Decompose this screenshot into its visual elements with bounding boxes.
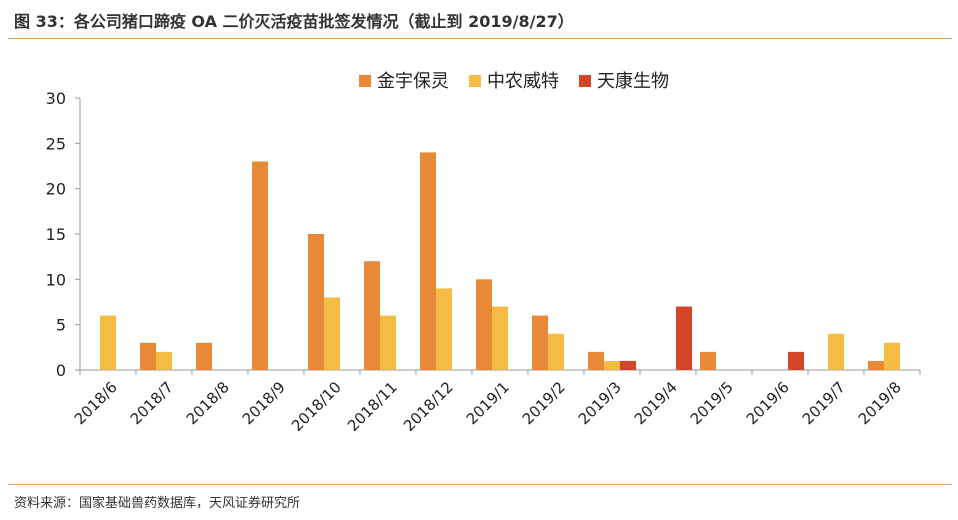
bar <box>364 261 380 370</box>
x-tick-label: 2018/9 <box>239 378 289 428</box>
y-tick-label: 30 <box>46 89 66 108</box>
x-tick-label: 2019/3 <box>575 378 625 428</box>
bar <box>380 315 396 370</box>
bar <box>100 315 116 370</box>
bar <box>140 342 156 370</box>
bar <box>868 360 884 370</box>
legend-label: 中农威特 <box>487 71 559 92</box>
y-tick-label: 25 <box>46 134 66 153</box>
bar <box>476 279 492 370</box>
y-axis: 0 5 10 15 20 25 30 <box>46 89 81 380</box>
x-tick-label: 2019/7 <box>799 378 849 428</box>
x-tick-label: 2018/6 <box>71 378 121 428</box>
bar <box>196 342 212 370</box>
bars <box>100 152 900 370</box>
bar <box>324 297 340 370</box>
y-tick-label: 0 <box>56 361 66 380</box>
bar <box>620 360 636 370</box>
bar <box>588 351 604 370</box>
bar <box>492 306 508 370</box>
x-tick-label: 2019/4 <box>631 378 681 428</box>
bar <box>252 161 268 370</box>
x-tick-label: 2019/1 <box>463 378 513 428</box>
bar <box>676 306 692 370</box>
bar <box>884 342 900 370</box>
bar <box>532 315 548 370</box>
y-tick-label: 5 <box>56 316 66 335</box>
legend-swatch <box>579 75 591 87</box>
legend-swatch <box>359 75 371 87</box>
y-tick-label: 20 <box>46 180 66 199</box>
x-tick-label: 2019/6 <box>743 378 793 428</box>
bar <box>156 351 172 370</box>
bar <box>700 351 716 370</box>
x-tick-label: 2018/10 <box>288 378 345 435</box>
legend-label: 天康生物 <box>597 71 669 92</box>
x-tick-label: 2018/7 <box>127 378 177 428</box>
x-axis: 2018/6 2018/7 2018/8 2018/9 2018/10 2018/11 20… <box>71 369 921 435</box>
bar <box>788 351 804 370</box>
bar <box>308 234 324 370</box>
bar <box>420 152 436 370</box>
x-tick-label: 2018/12 <box>400 378 457 435</box>
x-tick-label: 2018/11 <box>344 378 401 435</box>
legend: 金宇保灵 中农威特 天康生物 <box>359 71 669 92</box>
y-tick-label: 15 <box>46 225 66 244</box>
x-tick-label: 2018/8 <box>183 378 233 428</box>
figure-title: 图 33：各公司猪口蹄疫 OA 二价灭活疫苗批签发情况（截止到 2019/8/2… <box>14 12 574 31</box>
title-divider <box>8 38 952 39</box>
bar <box>548 333 564 370</box>
source-divider <box>8 484 952 485</box>
bar <box>604 360 620 370</box>
bar <box>828 333 844 370</box>
x-tick-label: 2019/8 <box>855 378 905 428</box>
y-tick-label: 10 <box>46 270 66 289</box>
legend-label: 金宇保灵 <box>377 71 449 92</box>
bar <box>436 288 452 370</box>
x-tick-label: 2019/2 <box>519 378 569 428</box>
legend-swatch <box>469 75 481 87</box>
source-note: 资料来源：国家基础兽药数据库，天风证券研究所 <box>14 496 301 511</box>
x-tick-label: 2019/5 <box>687 378 737 428</box>
